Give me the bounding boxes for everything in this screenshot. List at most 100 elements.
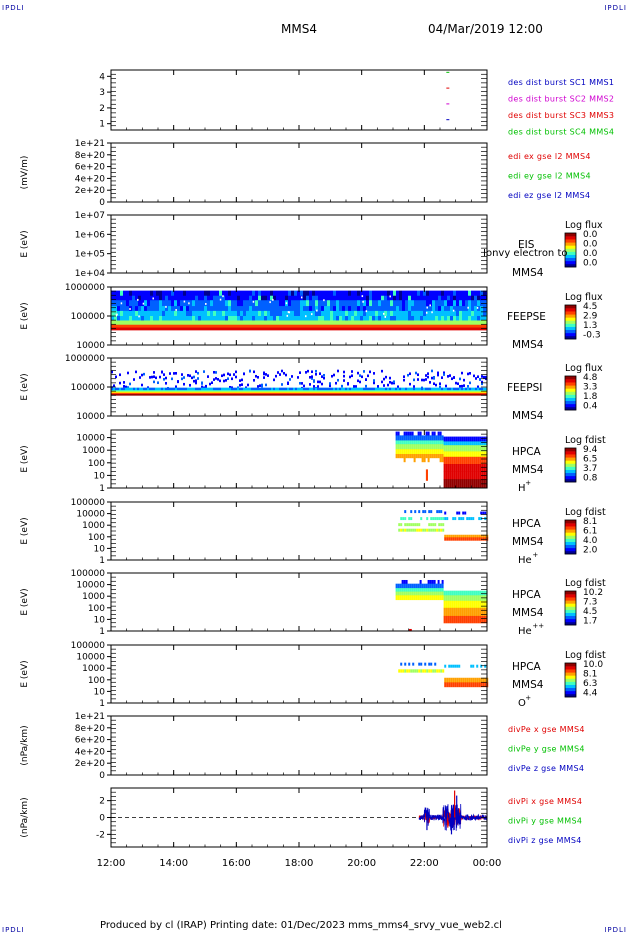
- heatmap-cell: [360, 300, 363, 307]
- heatmap-cell: [404, 523, 407, 527]
- heatmap-cell: [141, 290, 144, 297]
- heatmap-cell: [151, 390, 153, 392]
- heatmap-cell: [428, 662, 431, 666]
- heatmap-cell: [347, 392, 349, 395]
- heatmap-cell: [455, 479, 458, 489]
- heatmap-cell: [417, 449, 420, 455]
- spacecraft-label: MMS4: [512, 679, 544, 691]
- colorbar-segment: [565, 606, 576, 610]
- heatmap-cell: [139, 392, 141, 395]
- heatmap-cell: [426, 327, 429, 331]
- y-tick-label: 4e+20: [75, 174, 106, 184]
- heatmap-cell: [228, 295, 231, 301]
- heatmap-cell: [135, 390, 137, 392]
- heatmap-cell: [429, 394, 431, 396]
- heatmap-cell: [234, 306, 237, 312]
- heatmap-cell: [423, 588, 426, 592]
- heatmap-cell: [461, 371, 463, 375]
- heatmap-cell: [327, 394, 329, 396]
- heatmap-cell: [275, 391, 277, 394]
- heatmap-cell: [145, 392, 147, 395]
- heatmap-cell: [193, 391, 195, 394]
- heatmap-cell: [357, 371, 359, 375]
- heatmap-cell: [111, 387, 113, 391]
- heatmap-cell: [373, 394, 375, 396]
- heatmap-cell: [446, 534, 449, 538]
- heatmap-cell: [231, 324, 234, 328]
- heatmap-cell: [251, 390, 253, 392]
- heatmap-cell: [129, 320, 132, 326]
- y-tick-label: 1000000: [65, 283, 105, 293]
- heatmap-cell: [271, 391, 273, 394]
- instrument-label: HPCA: [512, 446, 542, 458]
- heatmap-cell: [321, 382, 323, 386]
- heatmap-cell: [319, 392, 321, 395]
- heatmap-cell: [329, 394, 331, 396]
- heatmap-cell: [139, 394, 141, 396]
- heatmap-cell: [419, 435, 422, 441]
- heatmap-cell: [453, 471, 456, 480]
- heatmap-cell: [294, 306, 297, 312]
- colorbar-title: Log flux: [565, 292, 603, 303]
- heatmap-cell: [195, 390, 197, 392]
- heatmap-cell: [342, 306, 345, 312]
- heatmap-cell: [192, 310, 195, 317]
- heatmap-cell: [129, 392, 131, 395]
- heatmap-cell: [462, 511, 465, 515]
- heatmap-cell: [402, 327, 405, 331]
- heatmap-cell: [317, 392, 319, 395]
- heatmap-cell: [402, 528, 405, 532]
- heatmap-cell: [315, 290, 318, 297]
- heatmap-cell: [168, 306, 171, 312]
- heatmap-cell: [277, 390, 279, 392]
- heatmap-cell: [467, 590, 470, 596]
- heatmap-cell: [481, 375, 483, 378]
- heatmap-cell: [477, 615, 480, 624]
- heatmap-gap: [137, 298, 139, 301]
- heatmap-cell: [441, 453, 444, 459]
- heatmap-cell: [336, 324, 339, 328]
- heatmap-cell: [441, 435, 444, 441]
- heatmap-cell: [144, 316, 147, 321]
- heatmap-cell: [441, 591, 444, 596]
- heatmap-cell: [390, 290, 393, 297]
- heatmap-cell: [401, 449, 404, 455]
- colorbar-segment: [565, 397, 576, 402]
- heatmap-cell: [215, 377, 217, 380]
- heatmap-cell: [243, 327, 246, 331]
- heatmap-cell: [359, 394, 361, 396]
- heatmap-cell: [397, 391, 399, 394]
- heatmap-cell: [126, 306, 129, 312]
- heatmap-cell: [483, 320, 486, 326]
- heatmap-cell: [446, 537, 449, 541]
- heatmap-cell: [444, 677, 447, 683]
- heatmap-cell: [255, 327, 258, 331]
- colorbar-segment: [565, 669, 576, 673]
- heatmap-gap: [361, 295, 364, 298]
- heatmap-cell: [467, 595, 470, 602]
- heatmap-cell: [442, 523, 445, 527]
- heatmap-cell: [402, 295, 405, 301]
- heatmap-cell: [269, 394, 271, 396]
- heatmap-cell: [420, 324, 423, 328]
- heatmap-cell: [449, 390, 451, 392]
- heatmap-cell: [463, 590, 466, 596]
- heatmap-cell: [205, 391, 207, 394]
- heatmap-cell: [415, 440, 418, 445]
- heatmap-cell: [452, 534, 455, 538]
- heatmap-cell: [345, 316, 348, 321]
- heatmap-cell: [135, 316, 138, 321]
- colorbar-segment: [565, 693, 576, 698]
- heatmap-cell: [453, 391, 455, 394]
- heatmap-cell: [393, 295, 396, 301]
- heatmap-cell: [267, 295, 270, 301]
- heatmap-cell: [450, 677, 453, 683]
- heatmap-cell: [309, 394, 311, 396]
- heatmap-cell: [223, 387, 225, 391]
- heatmap-cell: [365, 391, 367, 394]
- heatmap-cell: [219, 391, 221, 394]
- heatmap-cell: [271, 390, 273, 392]
- heatmap-cell: [307, 394, 309, 396]
- heatmap-cell: [411, 591, 414, 596]
- series-line-divpi-z: [418, 803, 488, 831]
